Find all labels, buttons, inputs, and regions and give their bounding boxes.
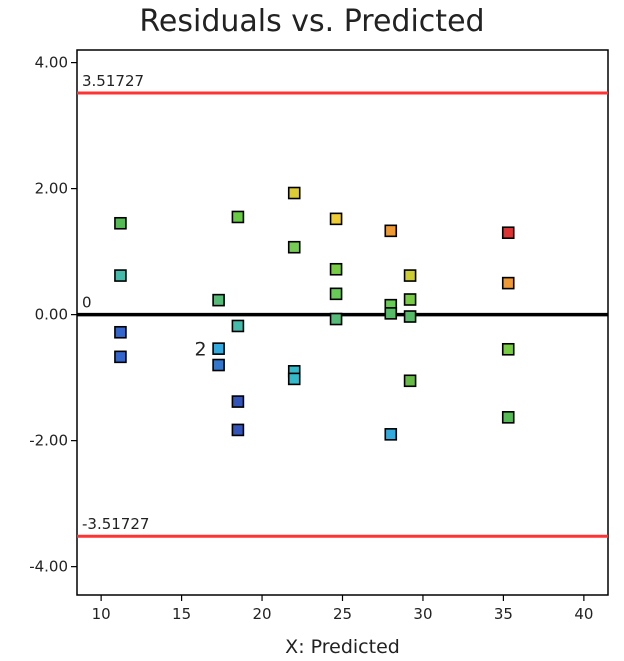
y-tick-label: 0.00: [35, 306, 68, 324]
data-point: [384, 224, 398, 238]
data-point: [403, 310, 417, 323]
point-annotation: 2: [195, 339, 207, 361]
data-point: [384, 307, 398, 320]
data-point: [231, 423, 245, 437]
x-tick-label: 10: [92, 605, 111, 623]
data-point: [287, 186, 301, 200]
data-point: [501, 226, 515, 240]
data-point: [212, 342, 225, 355]
y-tick-label: -4.00: [29, 558, 68, 576]
x-tick-label: 15: [172, 605, 191, 623]
data-point: [212, 293, 225, 307]
reference-line-label: 0: [82, 294, 92, 312]
data-point: [384, 428, 398, 441]
x-tick-label: 30: [413, 605, 432, 623]
data-point: [231, 395, 245, 408]
x-axis-title: X: Predicted: [285, 636, 400, 658]
data-point: [114, 350, 127, 364]
data-point: [329, 287, 343, 301]
x-tick-label: 40: [574, 605, 593, 623]
x-tick-label: 35: [494, 605, 513, 623]
y-tick-label: -2.00: [29, 432, 68, 450]
reference-line-label: 3.51727: [82, 72, 144, 90]
y-tick-label: 2.00: [35, 180, 68, 198]
data-point: [501, 411, 515, 424]
data-point: [231, 210, 245, 224]
data-point: [501, 342, 515, 356]
data-point: [329, 212, 343, 226]
data-point: [403, 293, 417, 306]
data-point: [501, 276, 515, 290]
data-point: [403, 269, 417, 282]
plot-frame: [76, 49, 609, 596]
x-tick-label: 20: [252, 605, 271, 623]
data-point: [231, 319, 245, 333]
x-tick-label: 25: [333, 605, 352, 623]
data-point: [329, 262, 343, 276]
data-point: [114, 216, 127, 230]
data-point: [114, 269, 127, 282]
chart-title: Residuals vs. Predicted: [139, 4, 485, 39]
data-point: [403, 374, 417, 388]
data-point: [114, 325, 127, 339]
data-point: [287, 372, 301, 386]
data-point: [287, 240, 301, 254]
data-point: [329, 312, 343, 326]
reference-line-label: -3.51727: [82, 515, 149, 533]
data-point: [212, 358, 225, 372]
y-tick-label: 4.00: [35, 54, 68, 72]
